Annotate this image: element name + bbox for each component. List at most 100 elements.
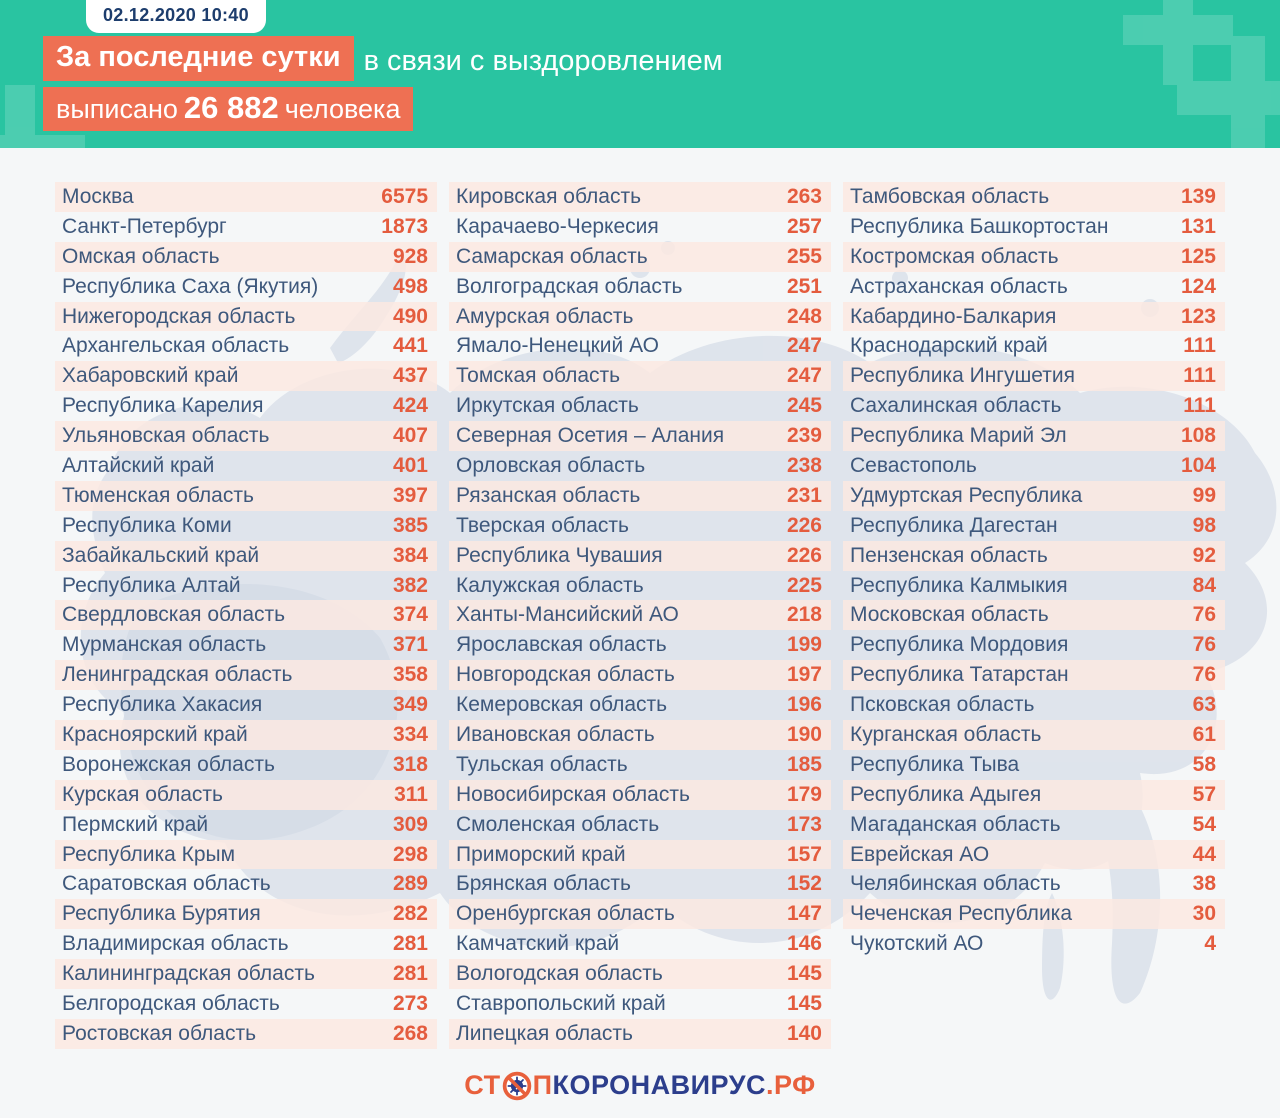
region-value: 226	[786, 513, 822, 537]
table-row: Республика Тыва 58	[843, 750, 1225, 780]
table-row: Астраханская область 124	[843, 272, 1225, 302]
region-value: 190	[786, 722, 822, 746]
table-row: Кемеровская область 196	[449, 690, 831, 720]
table-row: Республика Хакасия 349	[55, 690, 437, 720]
table-row: Амурская область 248	[449, 301, 831, 332]
table-row: Камчатский край 146	[449, 929, 831, 959]
table-row: Самарская область 255	[449, 241, 831, 272]
region-value: 282	[392, 902, 428, 926]
table-row: Свердловская область 374	[55, 600, 437, 631]
region-name: Приморский край	[456, 842, 626, 866]
region-name: Саратовская область	[62, 872, 271, 896]
region-value: 437	[392, 364, 428, 388]
recovered-count: 26 882	[183, 90, 279, 125]
region-value: 185	[786, 752, 822, 776]
region-value: 239	[786, 424, 822, 448]
region-name: Еврейская АО	[850, 842, 990, 866]
header-band: 02.12.2020 10:40 За последние сутки в свя…	[0, 0, 1280, 148]
table-row: Владимирская область 281	[55, 929, 437, 959]
region-value: 140	[786, 1021, 822, 1045]
region-value: 179	[786, 782, 822, 806]
region-name: Московская область	[850, 603, 1049, 627]
table-row: Новгородская область 197	[449, 660, 831, 691]
region-value: 84	[1192, 573, 1216, 597]
region-name: Республика Дагестан	[850, 513, 1058, 537]
region-value: 92	[1192, 543, 1216, 567]
region-value: 38	[1192, 872, 1216, 896]
region-name: Чеченская Республика	[850, 902, 1072, 926]
region-name: Республика Татарстан	[850, 663, 1069, 687]
region-name: Псковская область	[850, 693, 1035, 717]
region-value: 248	[786, 304, 822, 328]
region-name: Тюменская область	[62, 483, 254, 507]
region-name: Ленинградская область	[62, 663, 293, 687]
table-row: Республика Мордовия 76	[843, 630, 1225, 660]
region-value: 145	[786, 962, 822, 986]
region-name: Республика Башкортостан	[850, 214, 1109, 238]
table-row: Республика Коми 385	[55, 511, 437, 541]
table-row: Республика Алтай 382	[55, 571, 437, 601]
region-value: 58	[1192, 752, 1216, 776]
table-row: Курская область 311	[55, 779, 437, 810]
table-row: Краснодарский край 111	[843, 331, 1225, 361]
region-name: Воронежская область	[62, 752, 275, 776]
table-row: Пермский край 309	[55, 810, 437, 840]
region-name: Тульская область	[456, 752, 628, 776]
region-name: Калининградская область	[62, 962, 315, 986]
region-value: 385	[392, 513, 428, 537]
region-name: Омская область	[62, 244, 220, 268]
table-row: Тюменская область 397	[55, 480, 437, 511]
table-row: Республика Саха (Якутия) 498	[55, 272, 437, 302]
regions-column-1: Москва 6575 Санкт-Петербург 1873 Омская обла…	[55, 182, 437, 1049]
region-value: 289	[392, 872, 428, 896]
table-row: Тульская область 185	[449, 750, 831, 780]
region-value: 401	[392, 453, 428, 477]
table-row: Республика Башкортостан 131	[843, 212, 1225, 242]
region-name: Ростовская область	[62, 1021, 257, 1045]
region-value: 98	[1192, 513, 1216, 537]
region-name: Мурманская область	[62, 633, 267, 657]
table-row: Республика Чувашия 226	[449, 540, 831, 571]
table-row: Кабардино-Балкария 123	[843, 301, 1225, 332]
region-name: Чукотский АО	[850, 932, 984, 956]
region-value: 490	[392, 304, 428, 328]
table-row: Республика Калмыкия 84	[843, 571, 1225, 601]
table-row: Вологодская область 145	[449, 959, 831, 990]
table-row: Омская область 928	[55, 241, 437, 272]
table-row: Московская область 76	[843, 600, 1225, 631]
region-name: Пермский край	[62, 812, 209, 836]
region-name: Ставропольский край	[456, 991, 666, 1015]
region-name: Ивановская область	[456, 722, 655, 746]
region-value: 6575	[381, 184, 428, 208]
table-row: Алтайский край 401	[55, 451, 437, 481]
region-name: Астраханская область	[850, 274, 1068, 298]
region-name: Оренбургская область	[456, 902, 675, 926]
region-value: 251	[786, 274, 822, 298]
region-name: Вологодская область	[456, 962, 663, 986]
region-name: Республика Карелия	[62, 394, 264, 418]
region-value: 131	[1180, 214, 1216, 238]
plus-decoration-icons	[0, 0, 1280, 148]
table-row: Магаданская область 54	[843, 810, 1225, 840]
table-row: Оренбургская область 147	[449, 899, 831, 930]
table-row: Республика Дагестан 98	[843, 511, 1225, 541]
date-text: 02.12.2020 10:40	[103, 5, 249, 25]
region-name: Республика Адыгея	[850, 782, 1042, 806]
region-name: Республика Чувашия	[456, 543, 663, 567]
table-row: Брянская область 152	[449, 869, 831, 899]
region-name: Кировская область	[456, 184, 642, 208]
region-value: 139	[1180, 184, 1216, 208]
region-value: 281	[392, 932, 428, 956]
regions-column-3: Тамбовская область 139 Республика Башкорто…	[843, 182, 1225, 959]
region-name: Рязанская область	[456, 483, 641, 507]
region-name: Нижегородская область	[62, 304, 296, 328]
region-name: Республика Бурятия	[62, 902, 261, 926]
logo-text-p: П	[532, 1070, 553, 1100]
region-name: Владимирская область	[62, 932, 289, 956]
region-name: Республика Марий Эл	[850, 424, 1067, 448]
region-name: Ярославская область	[456, 633, 667, 657]
region-value: 61	[1192, 722, 1216, 746]
table-row: Кировская область 263	[449, 182, 831, 212]
region-value: 928	[392, 244, 428, 268]
table-row: Еврейская АО 44	[843, 839, 1225, 870]
